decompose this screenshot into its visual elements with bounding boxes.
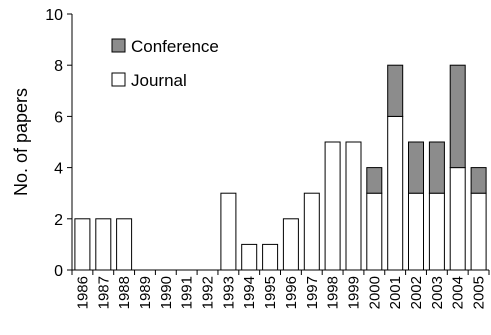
bar-conference-2001: [388, 65, 403, 116]
x-tick-label-2003: 2003: [429, 276, 446, 309]
x-tick-label-1986: 1986: [74, 276, 91, 309]
bar-journal-1994: [242, 244, 257, 270]
bar-journal-1996: [283, 219, 298, 270]
bar-journal-2004: [450, 168, 465, 270]
bar-journal-2005: [471, 193, 486, 270]
legend-swatch-journal: [112, 73, 125, 86]
x-tick-label-1994: 1994: [241, 276, 258, 309]
bar-journal-1988: [117, 219, 132, 270]
x-tick-label-1991: 1991: [179, 276, 196, 309]
bar-conference-2000: [367, 168, 382, 194]
x-tick-label-1993: 1993: [220, 276, 237, 309]
x-tick-label-1989: 1989: [137, 276, 154, 309]
x-tick-label-1988: 1988: [116, 276, 133, 309]
y-tick-label-6: 6: [54, 109, 63, 126]
x-tick-label-2000: 2000: [366, 276, 383, 309]
y-tick-label-4: 4: [54, 161, 63, 178]
x-tick-label-1998: 1998: [325, 276, 342, 309]
legend: Conference Journal: [112, 37, 219, 90]
bar-journal-2001: [388, 116, 403, 270]
bar-journal-2003: [429, 193, 444, 270]
x-tick-label-1997: 1997: [304, 276, 321, 309]
legend-swatch-conference: [112, 39, 125, 52]
y-tick-label-2: 2: [54, 212, 63, 229]
bar-conference-2002: [409, 142, 424, 193]
bar-conference-2004: [450, 65, 465, 167]
x-tick-label-1996: 1996: [283, 276, 300, 309]
y-axis-title: No. of papers: [11, 88, 31, 196]
x-tick-label-2001: 2001: [387, 276, 404, 309]
bar-journal-1986: [75, 219, 90, 270]
x-tick-label-2004: 2004: [450, 276, 467, 309]
x-tick-label-1999: 1999: [346, 276, 363, 309]
y-tick-label-0: 0: [54, 263, 63, 280]
y-tick-label-10: 10: [45, 7, 63, 24]
bar-journal-1999: [346, 142, 361, 270]
bar-conference-2003: [429, 142, 444, 193]
bar-conference-2005: [471, 168, 486, 194]
x-tick-label-1990: 1990: [158, 276, 175, 309]
bar-journal-2000: [367, 193, 382, 270]
x-tick-label-1987: 1987: [95, 276, 112, 309]
legend-label-journal: Journal: [131, 71, 187, 90]
bar-journal-1993: [221, 193, 236, 270]
bar-journal-1987: [96, 219, 111, 270]
x-tick-label-2005: 2005: [471, 276, 488, 309]
y-tick-label-8: 8: [54, 58, 63, 75]
bar-journal-1997: [304, 193, 319, 270]
x-tick-label-1995: 1995: [262, 276, 279, 309]
bar-journal-1995: [263, 244, 278, 270]
x-tick-label-1992: 1992: [200, 276, 217, 309]
bar-journal-1998: [325, 142, 340, 270]
plot-area: [75, 65, 486, 270]
legend-label-conference: Conference: [131, 37, 219, 56]
x-tick-label-2002: 2002: [408, 276, 425, 309]
bar-journal-2002: [409, 193, 424, 270]
